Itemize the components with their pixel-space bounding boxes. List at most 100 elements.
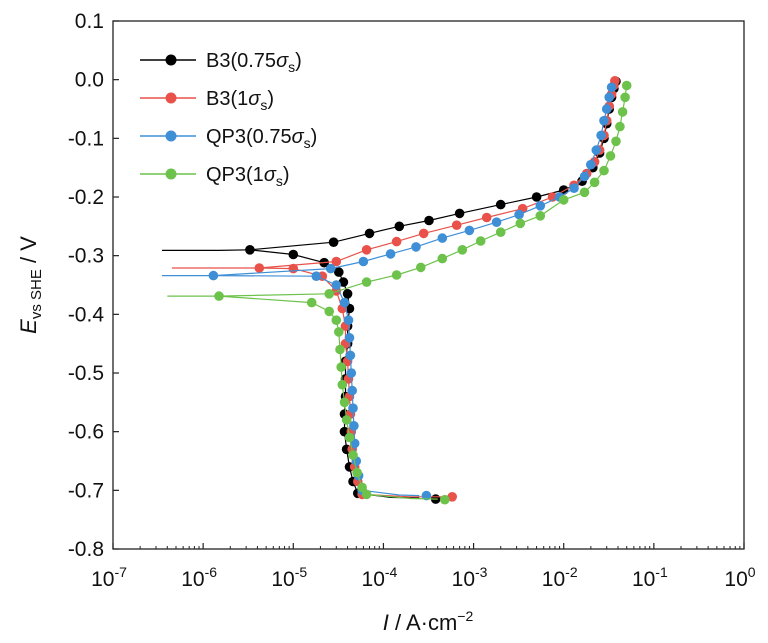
x-tick-exponent: -7: [114, 564, 127, 580]
x-tick-label: 10-3: [452, 564, 488, 591]
legend-label: B3(0.75σs): [206, 50, 302, 75]
x-tick-exponent: -6: [205, 564, 218, 580]
data-point: [464, 225, 475, 236]
plot-frame: [112, 20, 745, 550]
y-tick-label: -0.6: [68, 421, 104, 444]
x-tick-exponent: -4: [385, 564, 398, 580]
legend-label-prefix: B3(0.75: [206, 50, 276, 72]
legend-marker: [165, 92, 177, 104]
series-2: [162, 82, 617, 501]
data-point: [418, 228, 429, 239]
data-point: [325, 263, 336, 274]
y-tick-label: -0.8: [68, 538, 104, 561]
legend-label-subscript: s: [260, 97, 267, 113]
data-point: [495, 227, 506, 237]
x-tick-label: 100: [724, 564, 755, 591]
legend-label-suffix: ): [267, 88, 274, 110]
x-tick-base: 10: [91, 568, 114, 591]
ticks-layer: 10-7 10-6 10-5 10-4 10-3 10-2 10-1 1000.10.0-0.…: [68, 10, 756, 591]
y-tick-label: -0.2: [68, 186, 104, 209]
y-tick-label: -0.7: [68, 479, 104, 502]
legend-label-sigma: σ: [276, 50, 289, 72]
legend-label: QP3(1σs): [206, 164, 290, 189]
legend-label-prefix: B3(1: [206, 88, 248, 110]
data-point: [440, 494, 450, 505]
legend-label-subscript: s: [288, 59, 295, 75]
data-point: [324, 289, 335, 299]
x-tick-base: 10: [452, 568, 475, 591]
data-point: [349, 421, 359, 431]
x-tick-label: 10-5: [271, 564, 307, 591]
legend-label-suffix: ): [283, 164, 290, 186]
data-point: [334, 327, 344, 337]
data-point: [531, 192, 542, 202]
y-axis-title-unit: / V: [16, 236, 41, 269]
x-tick-exponent: -3: [475, 564, 488, 580]
y-axis-title-main: E: [16, 319, 41, 334]
data-point: [344, 333, 355, 343]
data-point: [606, 82, 617, 93]
data-point: [475, 236, 486, 246]
data-point: [611, 136, 621, 147]
x-tick-label: 10-6: [181, 564, 217, 591]
data-point: [558, 195, 569, 205]
data-point: [336, 362, 347, 372]
data-point: [605, 151, 616, 161]
data-point: [385, 249, 396, 259]
data-point: [334, 267, 344, 277]
data-point: [514, 209, 524, 220]
data-point: [339, 297, 350, 308]
x-tick-base: 10: [271, 568, 294, 591]
data-point: [335, 344, 345, 355]
x-tick-exponent: -2: [565, 564, 578, 580]
data-point: [591, 145, 602, 155]
data-point: [615, 121, 625, 132]
data-point: [214, 291, 224, 301]
y-tick-label: -0.5: [68, 362, 104, 385]
x-tick-label: 10-4: [362, 564, 398, 591]
data-point: [391, 270, 402, 280]
legend-item: B3(0.75σs): [140, 50, 302, 75]
x-tick-base: 10: [542, 568, 565, 591]
data-point: [569, 183, 579, 193]
data-point: [495, 199, 506, 210]
data-point: [599, 165, 609, 176]
data-point: [457, 245, 468, 255]
x-axis-title: I / A·cm−2: [383, 608, 474, 635]
data-point: [342, 289, 353, 299]
data-point: [344, 432, 355, 443]
y-tick-label: 0.0: [75, 69, 104, 92]
data-point: [337, 379, 348, 390]
legend-label-sigma: σ: [264, 164, 277, 186]
data-point: [328, 237, 339, 247]
data-point: [331, 280, 342, 290]
data-point: [364, 228, 375, 239]
series-3: [167, 80, 632, 505]
data-point: [345, 350, 356, 361]
data-point: [411, 242, 421, 252]
data-point: [288, 263, 299, 274]
data-point: [324, 306, 335, 317]
data-point: [306, 297, 317, 308]
data-point: [348, 403, 358, 414]
legend-item: QP3(0.75σs): [140, 126, 317, 151]
data-point: [617, 107, 628, 117]
legend-label-prefix: QP3(1: [206, 164, 264, 186]
data-point: [347, 385, 358, 396]
data-point: [391, 236, 402, 247]
data-point: [451, 220, 462, 230]
x-tick-label: 10-7: [91, 564, 127, 591]
data-point: [579, 171, 590, 182]
legend-label-prefix: QP3(0.75: [206, 126, 292, 148]
data-point: [348, 450, 358, 460]
data-point: [491, 217, 502, 227]
legend-item: B3(1σs): [140, 88, 274, 113]
legend-marker: [165, 168, 177, 180]
data-point: [346, 368, 357, 378]
data-point: [245, 245, 255, 255]
data-point: [596, 130, 606, 141]
x-tick-exponent: -1: [655, 564, 668, 580]
data-point: [339, 397, 350, 408]
x-tick-base: 10: [724, 568, 747, 591]
